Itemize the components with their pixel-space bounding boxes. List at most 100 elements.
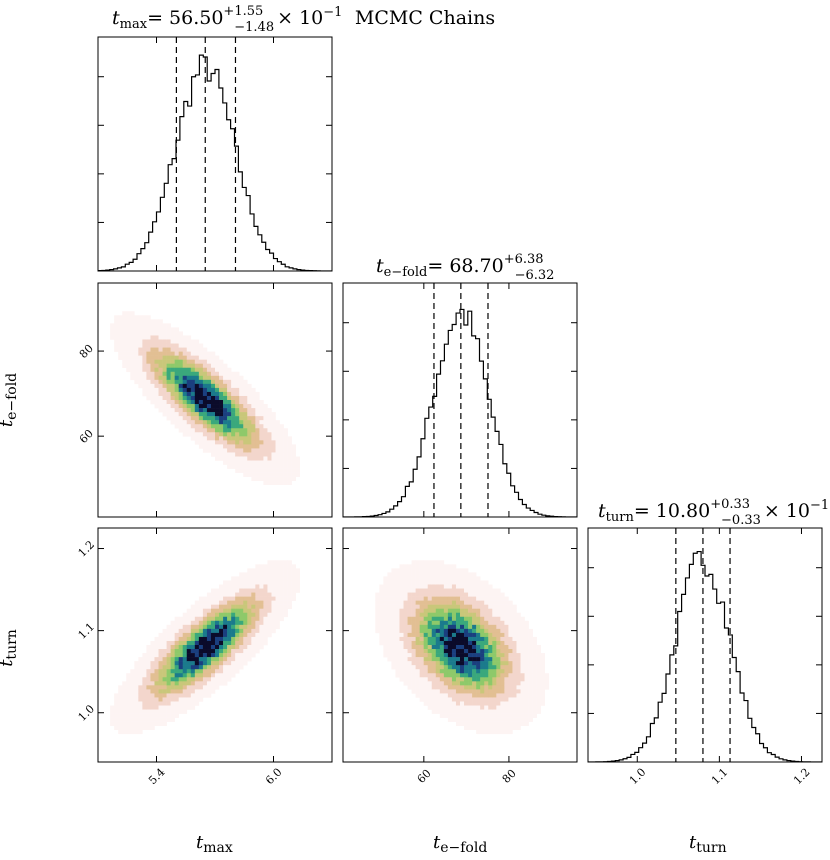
heatmap-cell bbox=[496, 697, 501, 702]
heatmap-cell bbox=[395, 628, 400, 634]
heatmap-cell bbox=[480, 653, 485, 658]
heatmap-cell bbox=[427, 653, 433, 658]
heatmap-cell bbox=[227, 653, 232, 658]
heatmap-cell bbox=[460, 620, 465, 626]
heatmap-cell bbox=[431, 624, 437, 630]
heatmap-cell bbox=[271, 440, 276, 445]
heatmap-cell bbox=[259, 420, 264, 425]
heatmap-cell bbox=[202, 420, 208, 425]
title-tmax-symbol: t bbox=[112, 7, 120, 29]
heatmap-cell bbox=[419, 697, 424, 702]
heatmap-cell bbox=[202, 608, 208, 614]
heatmap-cell bbox=[210, 452, 216, 457]
heatmap-cell bbox=[488, 693, 493, 698]
heatmap-cell bbox=[415, 636, 420, 642]
heatmap-cell bbox=[194, 661, 200, 666]
heatmap-cell bbox=[464, 677, 469, 682]
heatmap-cell bbox=[146, 355, 151, 360]
heatmap-cell bbox=[528, 628, 533, 634]
heatmap-cell bbox=[508, 624, 513, 630]
heatmap-cell bbox=[166, 335, 171, 340]
heatmap-cell bbox=[415, 608, 420, 614]
heatmap-cell bbox=[186, 395, 192, 401]
heatmap-cell bbox=[235, 436, 240, 441]
heatmap-cell bbox=[524, 653, 529, 658]
heatmap-cell bbox=[243, 440, 248, 445]
heatmap-cell bbox=[451, 640, 457, 646]
heatmap-cell bbox=[223, 444, 228, 449]
heatmap-cell bbox=[138, 721, 143, 726]
heatmap-cell bbox=[488, 705, 493, 710]
heatmap-cell bbox=[142, 713, 147, 718]
heatmap-cell bbox=[255, 568, 260, 573]
heatmap-cell bbox=[162, 709, 167, 714]
heatmap-cell bbox=[464, 697, 469, 702]
heatmap-cell bbox=[186, 359, 192, 364]
heatmap-cell bbox=[259, 564, 264, 569]
heatmap-cell bbox=[174, 335, 179, 340]
heatmap-cell bbox=[455, 580, 461, 585]
heatmap-cell bbox=[460, 580, 465, 585]
heatmap-cell bbox=[395, 649, 400, 654]
heatmap-cell bbox=[174, 661, 179, 666]
heatmap-cell bbox=[154, 677, 159, 682]
heatmap-cell bbox=[496, 705, 501, 710]
heatmap-cell bbox=[492, 669, 497, 674]
heatmap-cell bbox=[431, 665, 437, 670]
heatmap-cell bbox=[158, 632, 163, 638]
heatmap-cell bbox=[251, 460, 256, 465]
heatmap-cell bbox=[480, 624, 485, 630]
heatmap-cell bbox=[415, 665, 420, 670]
heatmap-cell bbox=[243, 420, 248, 425]
heatmap-cell bbox=[138, 347, 143, 352]
heatmap-cell bbox=[170, 375, 175, 381]
heatmap-cell bbox=[484, 709, 489, 714]
heatmap-cell bbox=[484, 721, 489, 726]
heatmap-cell bbox=[435, 580, 441, 585]
heatmap-cell bbox=[182, 612, 188, 618]
heatmap-cell bbox=[472, 600, 477, 605]
heatmap-cell bbox=[447, 624, 453, 630]
heatmap-cell bbox=[431, 584, 437, 589]
heatmap-cell bbox=[391, 616, 396, 622]
heatmap-cell bbox=[239, 452, 244, 457]
heatmap-cell bbox=[166, 347, 171, 352]
heatmap-cell bbox=[512, 636, 517, 642]
heatmap-cell bbox=[508, 685, 513, 690]
heatmap-cell bbox=[464, 580, 469, 585]
heatmap-cell bbox=[460, 721, 465, 726]
heatmap-cell bbox=[383, 640, 388, 646]
heatmap-cell bbox=[387, 592, 392, 597]
heatmap-cell bbox=[198, 416, 204, 421]
heatmap-cell bbox=[480, 729, 485, 735]
heatmap-cell bbox=[219, 456, 224, 461]
heatmap-cell bbox=[162, 673, 167, 678]
heatmap-cell bbox=[439, 560, 445, 565]
heatmap-cell bbox=[399, 596, 404, 601]
heatmap-cell bbox=[247, 612, 252, 618]
heatmap-cell bbox=[126, 359, 131, 364]
heatmap-cell bbox=[492, 661, 497, 666]
heatmap-cell bbox=[134, 701, 139, 706]
heatmap-cell bbox=[219, 592, 224, 597]
heatmap-cell bbox=[419, 588, 424, 593]
heatmap-cell bbox=[122, 729, 127, 735]
heatmap-cell bbox=[435, 592, 441, 597]
heatmap-cell bbox=[496, 677, 501, 682]
heatmap-cell bbox=[166, 689, 171, 694]
heatmap-cell bbox=[480, 588, 485, 593]
heatmap-cell bbox=[190, 395, 196, 401]
heatmap-cell bbox=[287, 448, 292, 453]
heatmap-cell bbox=[251, 608, 256, 614]
heatmap-cell bbox=[423, 572, 429, 577]
heatmap-cell bbox=[468, 608, 473, 614]
heatmap-cell bbox=[122, 311, 127, 316]
panel-frames bbox=[97, 36, 823, 763]
heatmap-cell bbox=[427, 640, 433, 646]
heatmap-cell bbox=[231, 604, 236, 609]
yticklabel-t_turn: 1.1 bbox=[76, 620, 98, 642]
heatmap-cell bbox=[219, 620, 224, 626]
heatmap-cell bbox=[504, 673, 509, 678]
heatmap-cell bbox=[403, 592, 408, 597]
heatmap-cell bbox=[468, 669, 473, 674]
